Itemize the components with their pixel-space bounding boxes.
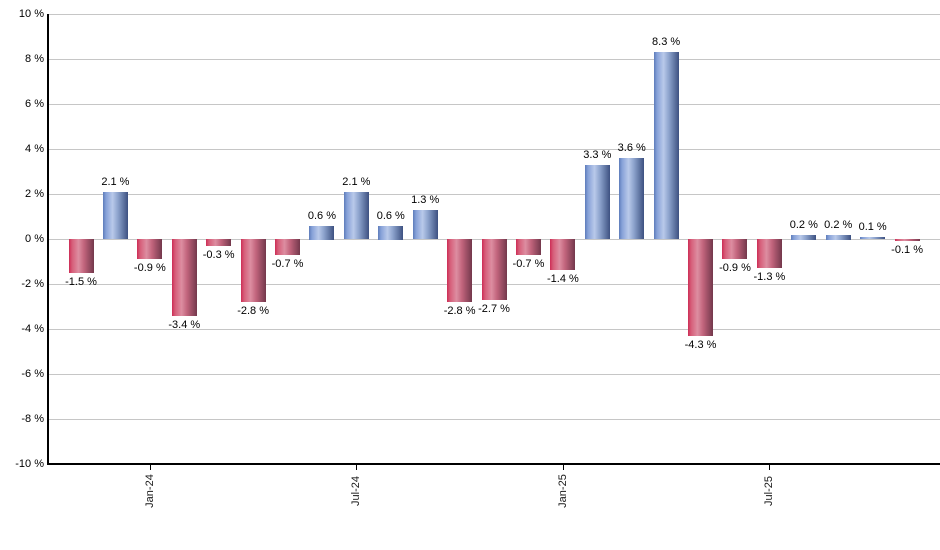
x-axis-line [47,463,940,465]
y-axis-label: 2 % [25,188,44,200]
gridline [49,329,940,330]
bar-positive [619,158,644,239]
bar-negative [69,239,94,273]
bar-value-label: -1.5 % [65,276,97,288]
gridline [49,59,940,60]
bar-value-label: 0.2 % [789,219,818,231]
gridline [49,14,940,15]
bar-positive [654,52,679,239]
x-axis-tick [150,465,151,470]
bar-positive [103,192,128,239]
y-axis-label: -6 % [21,368,44,380]
x-axis-tick [356,465,357,470]
y-axis-label: 4 % [25,143,44,155]
bar-value-label: -0.7 % [271,258,304,270]
gridline [49,104,940,105]
bar-value-label: -0.1 % [891,244,923,256]
bar-value-label: 2.1 % [342,176,371,188]
bar-negative [447,239,472,302]
bar-negative [172,239,197,316]
y-axis-label: -4 % [21,323,44,335]
bar-value-label: -0.3 % [202,249,235,261]
bar-value-label: 3.6 % [617,142,646,154]
y-axis-label: 8 % [25,53,44,65]
bar-value-label: -0.9 % [133,262,166,274]
x-axis-label: Jan-25 [557,474,569,508]
bar-value-label: 0.2 % [824,219,853,231]
bar-negative [482,239,507,300]
bar-value-label: -0.9 % [719,262,751,274]
y-axis-label: -2 % [21,278,44,290]
bar-value-label: 3.3 % [583,149,612,161]
y-axis-label: -8 % [21,413,44,425]
bar-value-label: 0.1 % [858,221,887,233]
bar-positive [378,226,403,240]
bar-negative [137,239,162,259]
y-axis-label: 0 % [25,233,44,245]
bar-negative [516,239,541,255]
bar-negative [895,239,920,241]
bar-negative [206,239,231,246]
bar-value-label: 1.3 % [411,194,440,206]
bar-positive [791,235,816,240]
bar-negative [688,239,713,336]
bar-positive [344,192,369,239]
bar-negative [757,239,782,268]
gridline [49,419,940,420]
x-axis-tick [769,465,770,470]
y-axis-label: -10 % [15,458,44,470]
bar-positive [860,237,885,239]
bar-value-label: 8.3 % [652,36,681,48]
bar-value-label: -2.8 % [237,305,269,317]
bar-value-label: -1.3 % [753,271,786,283]
bar-value-label: -0.7 % [512,258,545,270]
bar-value-label: -2.7 % [478,303,510,315]
x-axis-tick [563,465,564,470]
bar-value-label: 0.6 % [307,210,337,222]
x-axis-label: Jul-24 [350,476,362,506]
gridline [49,374,940,375]
bar-value-label: 0.6 % [376,210,405,222]
bar-positive [585,165,610,239]
bar-negative [275,239,300,255]
gridline [49,194,940,195]
gridline [49,149,940,150]
y-axis-line [47,14,49,465]
bar-value-label: -4.3 % [684,339,717,351]
x-axis-label: Jul-25 [763,476,775,506]
y-axis-label: 6 % [25,98,44,110]
bar-positive [413,210,438,239]
bar-value-label: -3.4 % [168,319,201,331]
bar-positive [309,226,334,240]
bar-positive [826,235,851,240]
y-axis-label: 10 % [18,8,44,20]
bar-value-label: 2.1 % [101,176,130,188]
x-axis-label: Jan-24 [144,474,156,508]
bar-value-label: -1.4 % [546,273,579,285]
bar-negative [722,239,747,259]
bar-negative [550,239,575,270]
bar-negative [241,239,266,302]
bar-value-label: -2.8 % [443,305,476,317]
